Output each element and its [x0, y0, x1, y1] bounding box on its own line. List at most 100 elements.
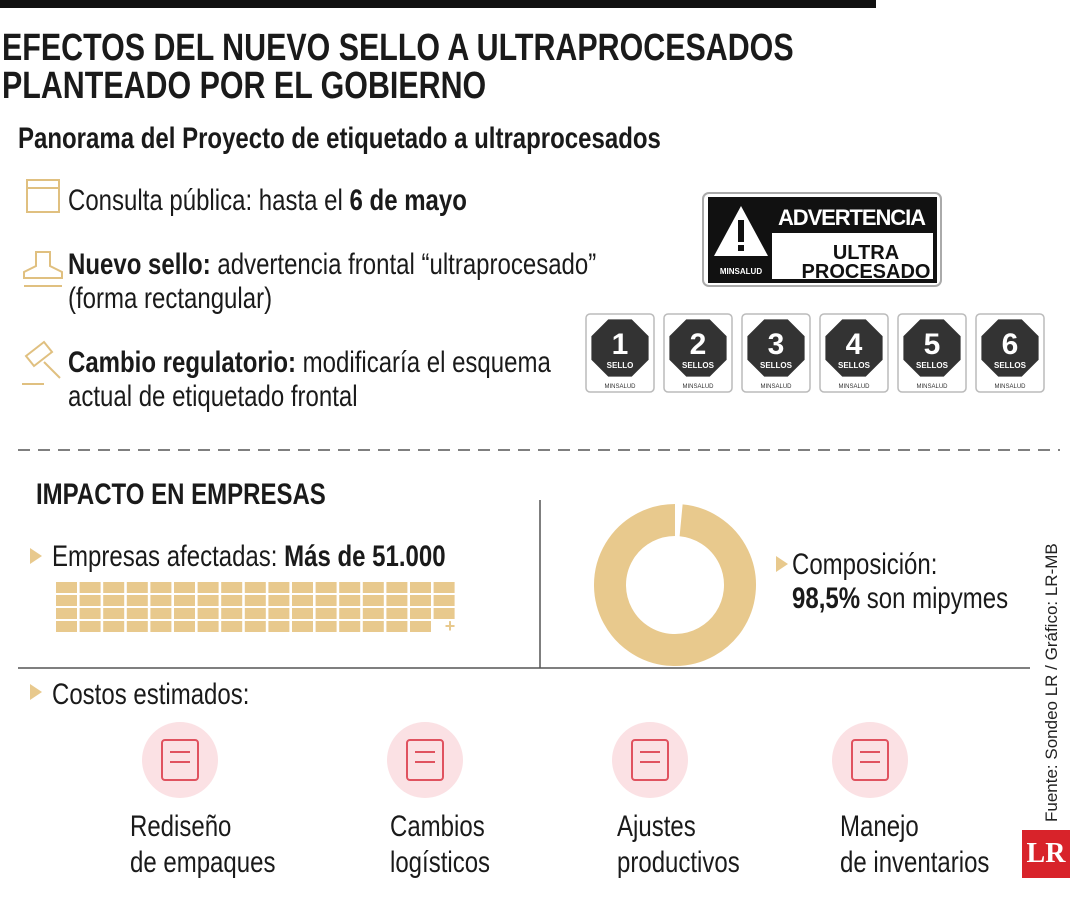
- square: [339, 595, 361, 606]
- square: [103, 608, 125, 619]
- square: [268, 595, 290, 606]
- octagon: [667, 317, 729, 379]
- octagon-label: SELLOS: [916, 361, 949, 370]
- square: [79, 582, 101, 593]
- subtitle: Panorama del Proyecto de etiquetado a ul…: [18, 122, 661, 155]
- text: (forma rectangular): [68, 282, 273, 315]
- source: Fuente: Sondeo LR / Gráfico: LR-MB: [1042, 543, 1061, 822]
- composition: Composición: 98,5% son mipymes: [792, 548, 1008, 616]
- square: [150, 608, 172, 619]
- cost-label: Cambios: [390, 810, 485, 843]
- section-title: IMPACTO EN EMPRESAS: [36, 478, 326, 511]
- square: [362, 582, 384, 593]
- square: [126, 595, 148, 606]
- square: [410, 595, 431, 606]
- square: [79, 621, 101, 632]
- square: [103, 582, 125, 593]
- warning-seal: [702, 192, 942, 287]
- text: advertencia frontal “ultraprocesado”: [210, 248, 597, 281]
- costs-title: Costos estimados:: [52, 678, 250, 711]
- octagon-issuer: MINSALUD: [682, 384, 714, 390]
- cost-label: de empaques: [130, 846, 276, 879]
- square: [244, 608, 266, 619]
- logo: LR: [1022, 830, 1070, 878]
- cost-label: Rediseño: [130, 810, 232, 843]
- octagon-issuer: MINSALUD: [838, 384, 870, 390]
- donut-slice: [594, 504, 756, 666]
- item: Cambio regulatorio: modificaría el esque…: [68, 346, 551, 414]
- item: Nuevo sello: advertencia frontal “ultrap…: [68, 248, 596, 316]
- cost-icon: [612, 722, 688, 798]
- square: [56, 621, 77, 632]
- square: [174, 621, 195, 632]
- square: [174, 595, 195, 606]
- cost-label: Ajustes: [617, 810, 696, 843]
- plus: +: [445, 616, 456, 636]
- square: [221, 608, 243, 619]
- octagon: [745, 317, 807, 379]
- square: [56, 608, 77, 619]
- text: 6 de mayo: [349, 184, 467, 217]
- square: [221, 621, 243, 632]
- title: EFECTOS DEL NUEVO SELLO A ULTRAPROCESADO…: [2, 27, 794, 69]
- square: [386, 621, 408, 632]
- octagon: [979, 317, 1041, 379]
- square: [339, 582, 361, 593]
- cost-icon: [406, 739, 444, 781]
- octagon-label: SELLOS: [838, 361, 871, 370]
- cost-icon: [161, 739, 199, 781]
- text: actual de etiquetado frontal: [68, 380, 358, 413]
- square: [433, 595, 455, 606]
- square: [268, 582, 290, 593]
- octagon-label: SELLOS: [994, 361, 1027, 370]
- square: [150, 621, 172, 632]
- cost-icon: [387, 722, 463, 798]
- square: [292, 621, 313, 632]
- octagon-number: 1: [612, 328, 629, 361]
- square: [126, 608, 148, 619]
- square: [174, 582, 195, 593]
- square: [410, 608, 431, 619]
- text: Empresas afectadas:: [52, 540, 285, 573]
- text: Más de 51.000: [284, 540, 446, 573]
- octagon-number: 6: [1002, 328, 1019, 361]
- square: [410, 621, 431, 632]
- bullet: [30, 548, 42, 564]
- cost-label: logísticos: [390, 846, 491, 879]
- seal-text: ULTRA: [833, 242, 899, 264]
- square: [150, 582, 172, 593]
- text: 98,5%: [792, 582, 861, 615]
- square: [150, 595, 172, 606]
- square: [339, 608, 361, 619]
- cost-label: de inventarios: [840, 846, 990, 879]
- square: [315, 582, 337, 593]
- octagon-issuer: MINSALUD: [604, 384, 636, 390]
- square: [315, 608, 337, 619]
- square: [362, 595, 384, 606]
- square: [56, 595, 77, 606]
- square: [197, 608, 219, 619]
- text: Composición:: [792, 548, 938, 581]
- octagon: [589, 317, 651, 379]
- text: Cambio regulatorio:: [68, 346, 297, 379]
- octagon-label: SELLO: [607, 361, 634, 370]
- square: [197, 595, 219, 606]
- octagon-label: SELLOS: [682, 361, 715, 370]
- square: [386, 608, 408, 619]
- square: [386, 595, 408, 606]
- octagon-number: 4: [846, 328, 863, 361]
- square: [433, 608, 455, 619]
- square: [244, 595, 266, 606]
- octagon-number: 2: [690, 328, 707, 361]
- text: Nuevo sello:: [68, 248, 211, 281]
- square: [292, 582, 313, 593]
- square: [386, 582, 408, 593]
- text: son mipymes: [860, 582, 1009, 615]
- title: PLANTEADO POR EL GOBIERNO: [2, 65, 487, 107]
- square: [268, 608, 290, 619]
- square: [174, 608, 195, 619]
- top-bar: [0, 0, 876, 8]
- square: [315, 621, 337, 632]
